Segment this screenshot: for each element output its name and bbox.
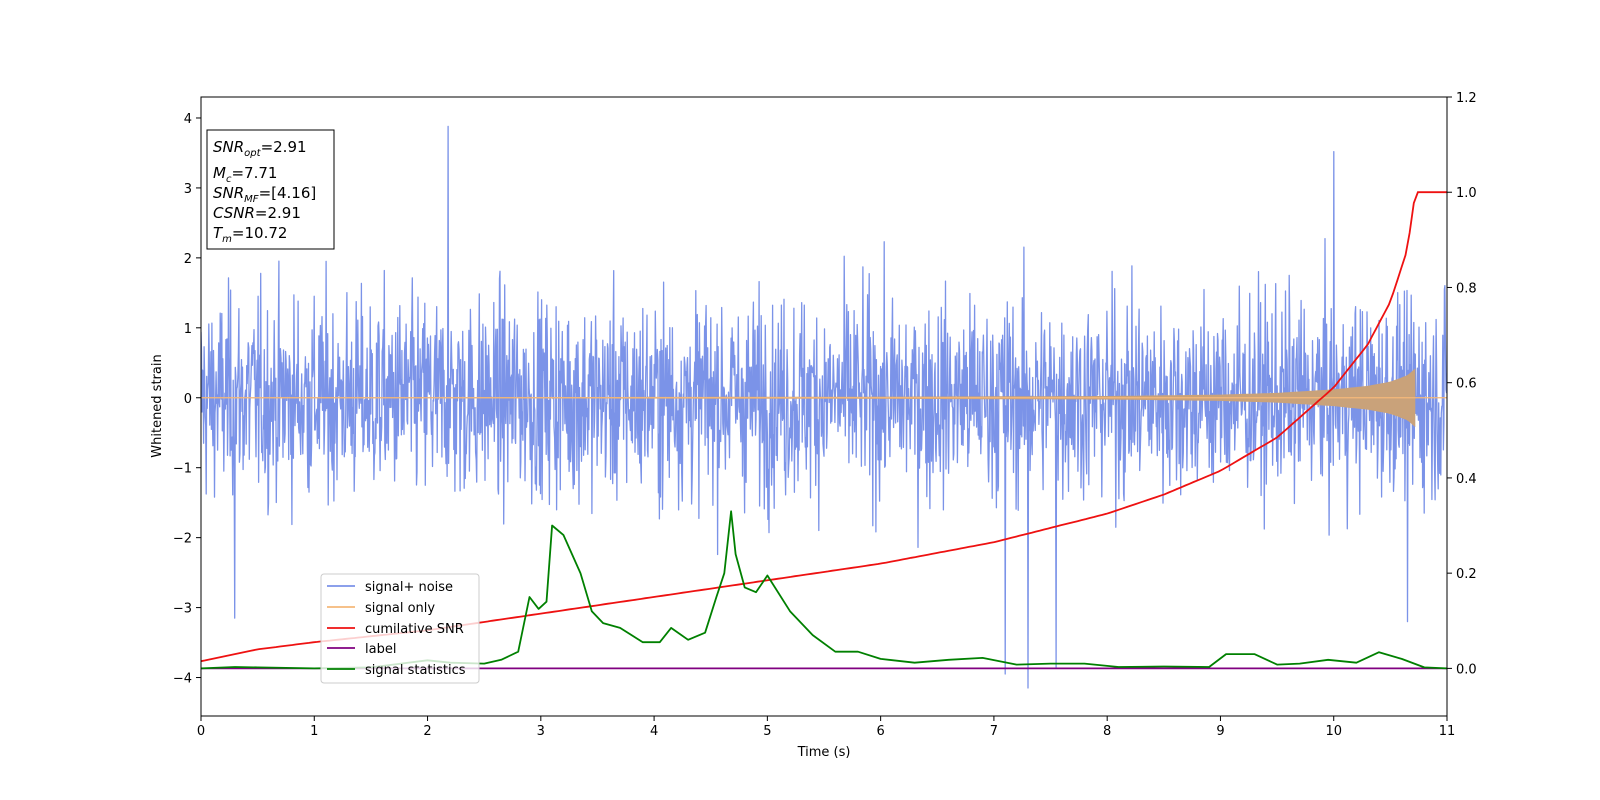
legend-label-signal-noise: signal+ noise [365,580,453,595]
y-axis-right: 1.2 1.0 0.8 0.6 0.4 0.2 0.0 [1447,91,1477,677]
y2-tick-label: 0.0 [1456,662,1477,677]
plot-frame [200,96,1448,717]
legend-frame [320,573,480,684]
x-tick-label: 10 [1325,724,1342,739]
y-tick-label: −3 [173,602,192,617]
y-axis-label: Whitened strain [150,354,165,457]
x-tick-label: 11 [1439,724,1456,739]
y-tick-label: −4 [173,672,192,687]
y-tick-label: 2 [184,252,192,267]
legend: signal+ noise signal only cumilative SNR… [320,573,480,684]
x-tick-label: 5 [763,724,771,739]
info-tm: Tm=10.72 [213,224,287,245]
x-tick-label: 7 [990,724,998,739]
info-snr-opt: SNRopt=2.91 [213,138,307,159]
y2-tick-label: 0.2 [1456,567,1477,582]
y2-tick-label: 0.4 [1456,472,1477,487]
y-tick-label: −1 [173,462,192,477]
x-tick-label: 9 [1216,724,1224,739]
series-signal-noise [201,125,1447,689]
y-tick-label: −2 [173,532,192,547]
series-signal-statistics [201,510,1447,670]
info-snr-mf: SNRMF=[4.16] [213,184,316,205]
x-tick-label: 3 [537,724,545,739]
legend-label-label: label [365,642,396,657]
y-tick-label: 1 [184,322,192,337]
y2-tick-label: 1.2 [1456,91,1477,106]
info-mc: Mc=7.71 [213,164,277,185]
x-axis: 0 1 2 3 4 5 6 7 8 9 10 11 [197,716,1455,739]
info-box-frame [206,129,335,250]
y-tick-label: 0 [184,392,192,407]
x-tick-label: 8 [1103,724,1111,739]
y-axis-left: 4 3 2 1 0 −1 −2 −3 −4 [173,112,201,687]
y2-tick-label: 0.8 [1456,281,1477,296]
x-axis-label: Time (s) [797,745,851,760]
x-tick-label: 4 [650,724,658,739]
x-tick-label: 0 [197,724,205,739]
x-tick-label: 2 [423,724,431,739]
x-tick-label: 1 [310,724,318,739]
y-tick-label: 4 [184,112,192,127]
x-tick-label: 6 [876,724,884,739]
legend-label-signal-only: signal only [365,601,435,616]
legend-label-signal-statistics: signal statistics [365,663,466,678]
y2-tick-label: 0.6 [1456,377,1477,392]
y2-tick-label: 1.0 [1456,186,1477,201]
info-box: SNRopt=2.91 Mc=7.71 SNRMF=[4.16] CSNR=2.… [206,129,335,250]
info-csnr: CSNR=2.91 [213,204,301,222]
y-tick-label: 3 [184,182,192,197]
legend-label-cumilative-snr: cumilative SNR [365,622,464,637]
